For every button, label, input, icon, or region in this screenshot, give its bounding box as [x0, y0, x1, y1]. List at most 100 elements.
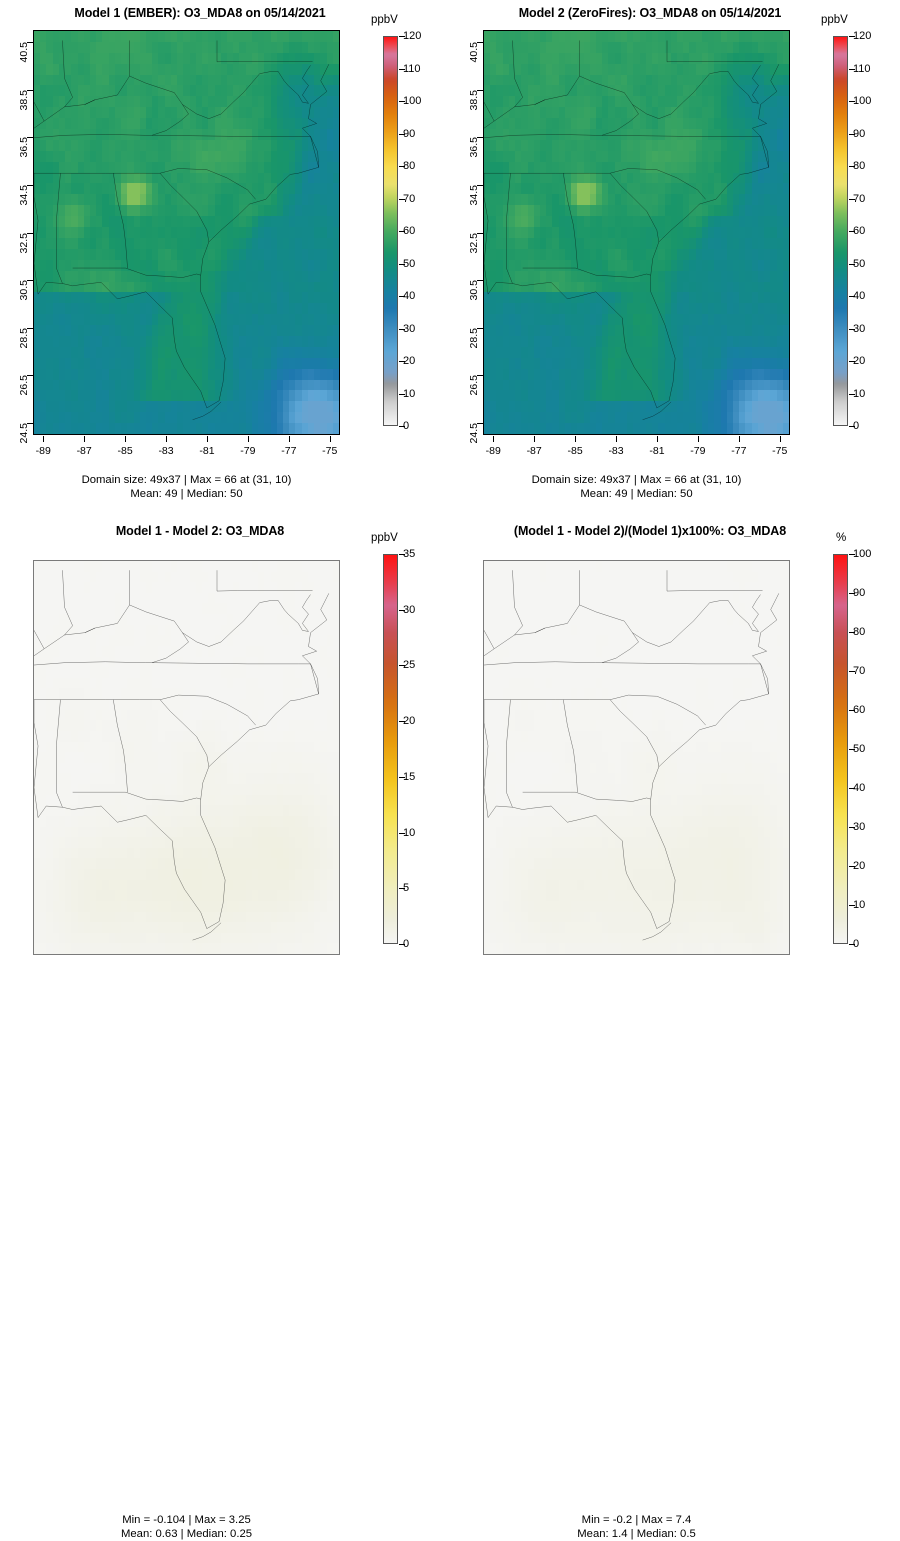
- boundary-tn_n: [484, 662, 602, 665]
- boundary-ms_w: [34, 700, 38, 818]
- boundary-ga_al: [113, 700, 127, 792]
- x-tick-mark: [166, 436, 167, 442]
- x-tick-label: -87: [77, 445, 92, 457]
- boundary-tn_n: [34, 662, 152, 665]
- y-tick-label: 36.5: [18, 137, 30, 161]
- colorbar-tick-label: 0: [403, 938, 409, 950]
- colorbar-tick-label: 50: [403, 258, 415, 270]
- boundary-al_ms_w: [56, 173, 62, 283]
- boundary-ches: [752, 595, 760, 632]
- colorbar-tick-label: 0: [853, 420, 859, 432]
- map-plot-area[interactable]: [483, 560, 790, 955]
- colorbar[interactable]: [383, 36, 398, 426]
- colorbar-tick-label: 100: [403, 95, 421, 107]
- panel-title: Model 1 - Model 2: O3_MDA8: [0, 524, 400, 538]
- boundary-keys: [193, 923, 221, 940]
- boundary-lines: [34, 561, 339, 954]
- boundary-il_w: [62, 40, 72, 106]
- colorbar[interactable]: [833, 36, 848, 426]
- y-tick-label: 32.5: [18, 233, 30, 257]
- y-tick-label: 40.5: [468, 42, 480, 66]
- y-tick-label: 34.5: [468, 185, 480, 209]
- colorbar-tick-label: 30: [403, 323, 415, 335]
- y-tick-label: 30.5: [18, 280, 30, 304]
- colorbar-tick-label: 20: [853, 355, 865, 367]
- boundary-ms_w: [484, 173, 488, 294]
- colorbar-tick-label: 70: [853, 193, 865, 205]
- colorbar-tick-label: 110: [853, 63, 871, 75]
- colorbar-tick-label: 100: [853, 548, 871, 560]
- colorbar-tick-label: 80: [403, 160, 415, 172]
- colorbar-tick-label: 120: [853, 30, 871, 42]
- caption-line-2: Mean: 1.4 | Median: 0.5: [450, 1528, 823, 1541]
- boundary-ky_oh: [34, 76, 182, 128]
- boundary-ky_oh: [484, 605, 632, 656]
- colorbar-tick-label: 90: [853, 587, 865, 599]
- panel-model2: Model 2 (ZeroFires): O3_MDA8 on 05/14/20…: [450, 0, 900, 512]
- x-tick-mark: [493, 436, 494, 442]
- boundary-il_w: [512, 40, 522, 106]
- boundary-va_md_pot: [728, 71, 759, 103]
- boundary-wv_va: [632, 600, 728, 646]
- colorbar-tick-label: 50: [853, 258, 865, 270]
- x-tick-mark: [248, 436, 249, 442]
- y-tick-label: 40.5: [18, 42, 30, 66]
- map-plot-area[interactable]: [33, 30, 340, 435]
- boundary-nc_va_off: [761, 664, 769, 694]
- boundary-sc_ga: [160, 173, 209, 242]
- panel-model1: Model 1 (EMBER): O3_MDA8 on 05/14/2021 -…: [0, 0, 450, 512]
- colorbar[interactable]: [383, 554, 398, 944]
- boundary-keys: [193, 402, 221, 420]
- y-tick-label: 24.5: [468, 423, 480, 447]
- colorbar-unit-label: ppbV: [371, 532, 398, 544]
- panel-caption: Min = -0.104 | Max = 3.25 Mean: 0.63 | M…: [0, 1514, 373, 1541]
- x-tick-mark: [698, 436, 699, 442]
- colorbar-tick-label: 10: [853, 899, 865, 911]
- map-plot-area[interactable]: [33, 560, 340, 955]
- colorbar-tick-label: 100: [853, 95, 871, 107]
- boundary-mo_w: [34, 102, 44, 121]
- y-tick-label: 28.5: [18, 328, 30, 352]
- colorbar-tick-label: 80: [853, 160, 865, 172]
- colorbar-tick-label: 60: [853, 704, 865, 716]
- boundary-mo_w: [484, 630, 494, 648]
- boundary-in_ky: [85, 628, 95, 633]
- boundary-va_nc: [152, 135, 311, 136]
- caption-line-1: Domain size: 49x37 | Max = 66 at (31, 10…: [0, 474, 373, 488]
- colorbar-tick-label: 90: [403, 128, 415, 140]
- colorbar-tick-label: 50: [853, 743, 865, 755]
- colorbar-tick-label: 5: [403, 882, 409, 894]
- colorbar-tick-label: 90: [853, 128, 865, 140]
- colorbar-tick-label: 40: [853, 782, 865, 794]
- colorbar[interactable]: [833, 554, 848, 944]
- colorbar-tick-label: 60: [853, 225, 865, 237]
- colorbar-tick-label: 25: [403, 659, 415, 671]
- x-tick-label: -87: [527, 445, 542, 457]
- map-plot-area[interactable]: [483, 30, 790, 435]
- boundary-ky_va: [152, 105, 189, 136]
- boundary-coast: [38, 64, 329, 408]
- boundary-ky_va: [602, 633, 639, 663]
- caption-line-1: Min = -0.104 | Max = 3.25: [0, 1514, 373, 1528]
- y-tick-label: 38.5: [468, 90, 480, 114]
- boundary-ga_fl: [126, 268, 201, 278]
- x-tick-label: -85: [568, 445, 583, 457]
- x-tick-mark: [207, 436, 208, 442]
- colorbar-tick-label: 60: [403, 225, 415, 237]
- boundary-ga_al: [563, 173, 577, 268]
- colorbar-unit-label: %: [836, 532, 846, 544]
- x-tick-label: -75: [772, 445, 787, 457]
- colorbar-tick-label: 70: [403, 193, 415, 205]
- panel-percent-difference: (Model 1 - Model 2)/(Model 1)x100%: O3_M…: [450, 518, 900, 1030]
- panel-caption: Domain size: 49x37 | Max = 66 at (31, 10…: [0, 474, 373, 501]
- x-tick-mark: [575, 436, 576, 442]
- panel-title: Model 2 (ZeroFires): O3_MDA8 on 05/14/20…: [450, 6, 850, 20]
- boundary-ches: [302, 595, 310, 632]
- caption-line-1: Domain size: 49x37 | Max = 66 at (31, 10…: [450, 474, 823, 488]
- boundary-lines: [34, 31, 339, 434]
- colorbar-tick-label: 40: [403, 290, 415, 302]
- boundary-lines: [484, 31, 789, 434]
- colorbar-tick-label: 30: [853, 821, 865, 833]
- boundary-nc_sc: [160, 695, 256, 725]
- colorbar-tick-label: 70: [853, 665, 865, 677]
